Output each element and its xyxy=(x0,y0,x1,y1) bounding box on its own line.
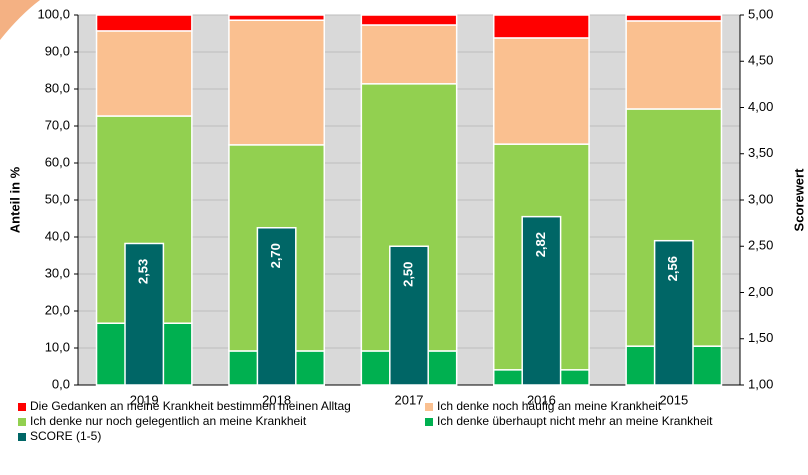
y-tick-label: 0,0 xyxy=(52,376,70,391)
y-tick-label: 80,0 xyxy=(45,80,70,95)
score-bar xyxy=(124,242,165,386)
legend-swatch xyxy=(425,418,433,426)
legend-label: Ich denke nur noch gelegentlich an meine… xyxy=(30,414,307,428)
y-tick-label: 10,0 xyxy=(45,339,70,354)
bar-segment xyxy=(228,19,326,146)
legend-swatch xyxy=(18,418,26,426)
y2-tick-label: 4,00 xyxy=(748,99,773,114)
x-tick-label: 2016 xyxy=(527,392,556,407)
y2-tick-label: 3,00 xyxy=(748,191,773,206)
legend-label: Die Gedanken an meine Krankheit bestimme… xyxy=(30,399,351,413)
legend-label: Ich denke noch häufig an meine Krankheit xyxy=(437,399,662,413)
score-label: 2,56 xyxy=(665,256,680,281)
bar-segment xyxy=(95,30,193,117)
x-tick-label: 2015 xyxy=(659,392,688,407)
bar-segment xyxy=(625,14,723,22)
bar-segment xyxy=(228,14,326,21)
bar-segment xyxy=(625,20,723,110)
y2-axis-label: Scorewert xyxy=(791,168,806,232)
y-tick-label: 50,0 xyxy=(45,191,70,206)
y2-tick-label: 1,00 xyxy=(748,376,773,391)
legend-swatch xyxy=(18,403,26,411)
score-bar xyxy=(256,227,297,386)
legend-label: SCORE (1-5) xyxy=(30,429,101,443)
score-label: 2,53 xyxy=(136,259,151,284)
y2-tick-label: 4,50 xyxy=(748,53,773,68)
bar-segment xyxy=(492,37,590,145)
x-tick-label: 2018 xyxy=(262,392,291,407)
y2-tick-label: 3,50 xyxy=(748,145,773,160)
y-tick-label: 70,0 xyxy=(45,117,70,132)
y2-tick-label: 1,50 xyxy=(748,330,773,345)
bar-segment xyxy=(360,14,458,26)
bar-segment xyxy=(95,14,193,32)
x-tick-label: 2017 xyxy=(395,392,424,407)
legend-swatch xyxy=(425,403,433,411)
y-tick-label: 20,0 xyxy=(45,302,70,317)
corner-decoration xyxy=(0,0,40,40)
y-tick-label: 40,0 xyxy=(45,228,70,243)
score-label: 2,82 xyxy=(533,232,548,257)
bar-segment xyxy=(492,14,590,39)
score-label: 2,70 xyxy=(268,243,283,268)
score-label: 2,50 xyxy=(400,262,415,287)
y-tick-label: 100,0 xyxy=(37,6,70,21)
y2-tick-label: 2,50 xyxy=(748,238,773,253)
y-tick-label: 60,0 xyxy=(45,154,70,169)
legend-swatch xyxy=(18,433,26,441)
x-tick-label: 2019 xyxy=(130,392,159,407)
score-bar xyxy=(653,239,694,386)
y-axis-label: Anteil in % xyxy=(7,166,22,233)
y-tick-label: 30,0 xyxy=(45,265,70,280)
y-tick-label: 90,0 xyxy=(45,43,70,58)
y2-tick-label: 5,00 xyxy=(748,6,773,21)
y2-tick-label: 2,00 xyxy=(748,284,773,299)
score-bar xyxy=(389,245,429,386)
score-bar xyxy=(521,215,562,386)
legend-label: Ich denke überhaupt nicht mehr an meine … xyxy=(437,414,713,428)
bar-segment xyxy=(360,24,458,85)
